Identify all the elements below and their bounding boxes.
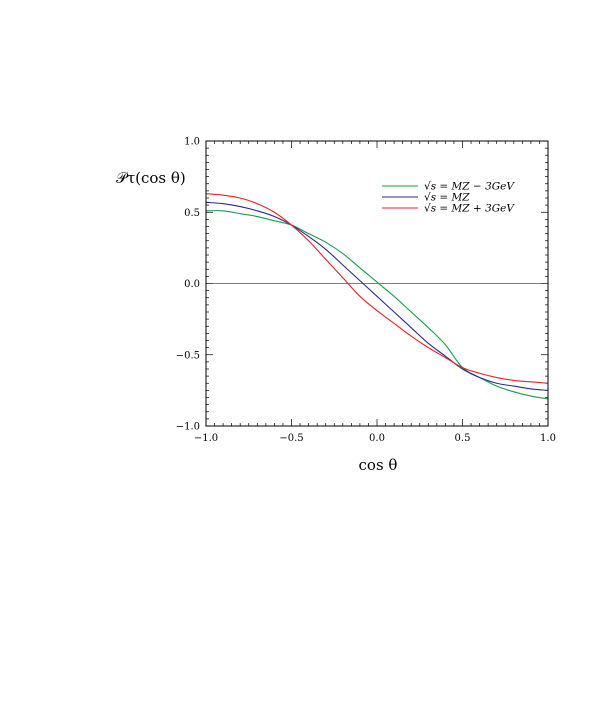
series-line-3: [205, 193, 549, 384]
legend-label: √s = MZ − 3GeV: [424, 181, 515, 193]
x-tick-label: 0.5: [455, 433, 471, 444]
legend: √s = MZ − 3GeV√s = MZ√s = MZ + 3GeV: [382, 181, 515, 215]
x-tick-label: −0.5: [279, 433, 303, 444]
series-layer: [205, 193, 549, 400]
x-axis-label: cos θ: [359, 456, 398, 474]
y-tick-label: 0.0: [184, 279, 200, 290]
y-tick-label: 0.5: [184, 208, 200, 219]
legend-label: √s = MZ: [424, 192, 470, 204]
series-line-2: [205, 201, 549, 391]
x-tick-label: 1.0: [540, 433, 556, 444]
legend-label: √s = MZ + 3GeV: [424, 203, 515, 215]
y-tick-label: −0.5: [176, 350, 200, 361]
x-tick-label: −1.0: [194, 433, 218, 444]
y-axis-label: 𝒫τ(cos θ): [116, 169, 186, 187]
plot-frame: [205, 140, 549, 427]
y-tick-label: 1.0: [184, 137, 200, 148]
series-line-1: [205, 210, 549, 400]
x-tick-label: 0.0: [369, 433, 385, 444]
tick-labels-layer: −1.0 −0.5 0.0 0.5 1.0 −1.0 −0.5 0.0 0.5 1.0: [176, 137, 556, 445]
y-tick-label: −1.0: [176, 422, 200, 433]
